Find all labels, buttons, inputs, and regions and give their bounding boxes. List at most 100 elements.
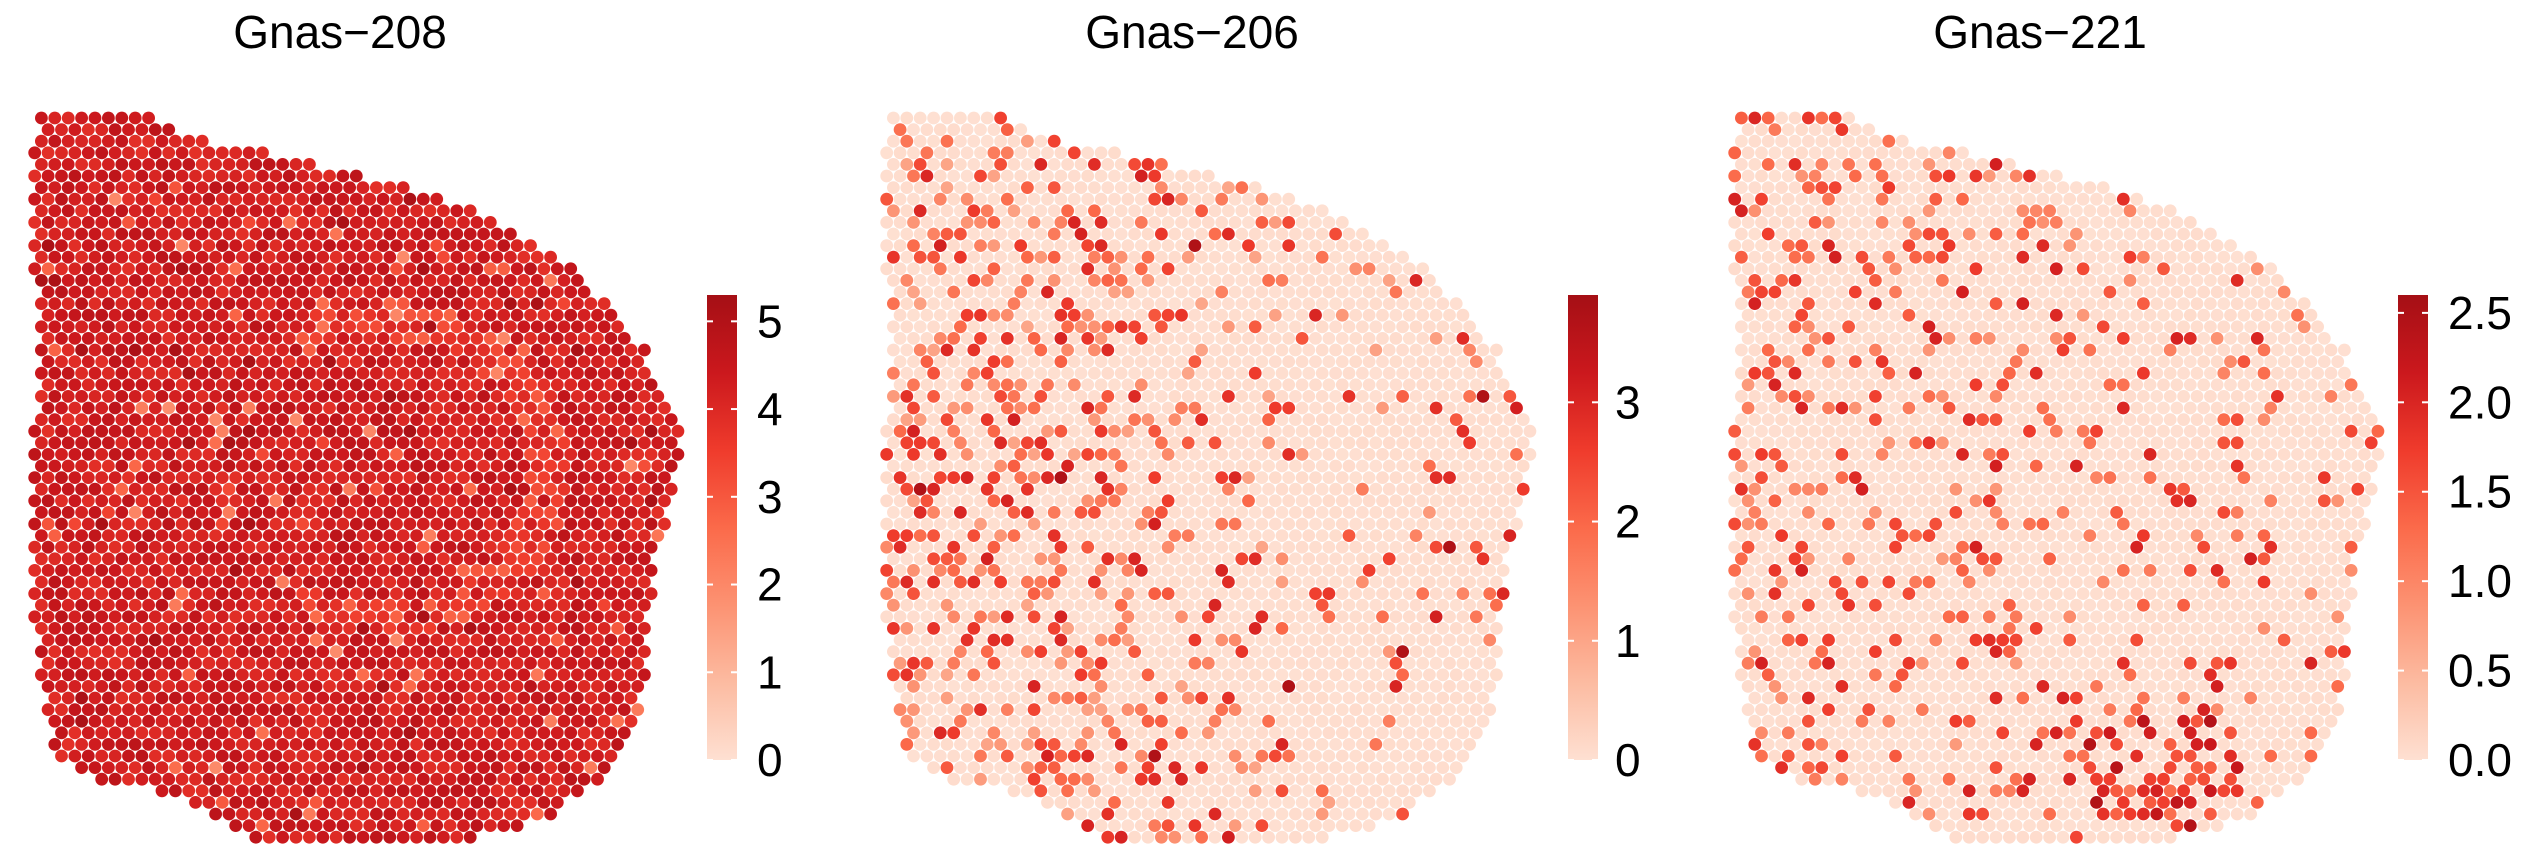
expression-spot bbox=[980, 436, 994, 450]
expression-spot bbox=[81, 540, 95, 554]
expression-spot bbox=[1302, 506, 1316, 519]
expression-spot bbox=[1322, 796, 1336, 809]
expression-spot bbox=[517, 343, 531, 357]
expression-spot bbox=[1094, 703, 1108, 716]
expression-spot bbox=[1121, 587, 1135, 600]
expression-spot bbox=[564, 332, 578, 345]
expression-spot bbox=[222, 390, 236, 403]
expression-spot bbox=[142, 552, 156, 566]
expression-spot bbox=[940, 297, 954, 310]
expression-spot bbox=[913, 645, 927, 658]
expression-spot bbox=[1188, 169, 1202, 183]
expression-spot bbox=[1128, 158, 1141, 171]
expression-spot bbox=[1101, 459, 1115, 473]
expression-spot bbox=[1067, 680, 1081, 693]
expression-spot bbox=[644, 540, 658, 554]
expression-spot bbox=[1295, 448, 1309, 461]
expression-spot bbox=[1108, 424, 1121, 438]
expression-spot bbox=[363, 192, 377, 206]
expression-spot bbox=[403, 633, 417, 647]
expression-spot bbox=[1349, 726, 1363, 740]
expression-spot bbox=[1436, 320, 1450, 334]
expression-spot bbox=[1047, 320, 1061, 334]
expression-spot bbox=[597, 529, 611, 542]
expression-spot bbox=[1228, 633, 1242, 647]
expression-spot bbox=[195, 738, 209, 751]
expression-spot bbox=[638, 575, 651, 589]
expression-spot bbox=[102, 761, 115, 774]
expression-spot bbox=[1208, 691, 1222, 705]
expression-spot bbox=[1222, 622, 1235, 635]
expression-spot bbox=[222, 343, 236, 357]
expression-spot bbox=[282, 332, 296, 345]
expression-spot bbox=[1215, 262, 1229, 276]
expression-spot bbox=[1429, 308, 1443, 322]
expression-spot bbox=[987, 726, 1001, 740]
expression-spot bbox=[349, 332, 363, 345]
expression-spot bbox=[1228, 703, 1242, 716]
expression-spot bbox=[1309, 494, 1322, 508]
expression-spot bbox=[370, 204, 383, 218]
expression-spot bbox=[1255, 471, 1269, 484]
expression-spot bbox=[437, 250, 450, 264]
expression-spot bbox=[416, 494, 430, 508]
expression-spot bbox=[430, 401, 444, 415]
expression-spot bbox=[1215, 772, 1229, 786]
expression-spot bbox=[269, 656, 283, 670]
expression-spot bbox=[1027, 772, 1041, 786]
expression-spot bbox=[1081, 285, 1095, 299]
expression-spot bbox=[1376, 749, 1389, 763]
expression-spot bbox=[249, 668, 263, 682]
expression-spot bbox=[423, 830, 437, 844]
expression-spot bbox=[162, 401, 176, 415]
expression-spot bbox=[343, 598, 356, 612]
expression-spot bbox=[644, 401, 658, 415]
expression-spot bbox=[416, 726, 430, 740]
expression-spot bbox=[102, 668, 115, 682]
expression-spot bbox=[162, 726, 176, 740]
expression-spot bbox=[1007, 784, 1021, 798]
expression-spot bbox=[162, 285, 176, 299]
expression-spot bbox=[1356, 668, 1369, 682]
expression-spot bbox=[236, 343, 249, 357]
expression-spot bbox=[1128, 436, 1141, 450]
expression-spot bbox=[115, 598, 129, 612]
expression-spot bbox=[597, 645, 611, 658]
expression-spot bbox=[242, 424, 256, 438]
expression-spot bbox=[1416, 517, 1430, 531]
expression-spot bbox=[1121, 726, 1135, 740]
expression-spot bbox=[1302, 366, 1316, 380]
expression-spot bbox=[282, 169, 296, 183]
expression-spot bbox=[1201, 239, 1215, 253]
expression-spot bbox=[1101, 691, 1115, 705]
expression-spot bbox=[75, 575, 88, 589]
expression-spot bbox=[148, 146, 162, 160]
expression-spot bbox=[1376, 633, 1389, 647]
expression-spot bbox=[1088, 436, 1101, 450]
expression-spot bbox=[1108, 471, 1121, 484]
expression-spot bbox=[974, 216, 987, 229]
expression-spot bbox=[913, 413, 927, 426]
expression-spot bbox=[517, 320, 531, 334]
expression-spot bbox=[1255, 564, 1269, 577]
expression-spot bbox=[1121, 471, 1135, 484]
expression-spot bbox=[55, 262, 68, 276]
expression-spot bbox=[550, 703, 564, 716]
expression-spot bbox=[1242, 633, 1255, 647]
expression-spot bbox=[55, 192, 68, 206]
expression-spot bbox=[497, 517, 511, 531]
expression-spot bbox=[1148, 285, 1162, 299]
expression-spot bbox=[1041, 239, 1054, 253]
expression-spot bbox=[1268, 262, 1282, 276]
expression-spot bbox=[604, 749, 618, 763]
expression-spot bbox=[900, 343, 914, 357]
expression-spot bbox=[927, 320, 940, 334]
expression-spot bbox=[1335, 448, 1349, 461]
expression-spot bbox=[1228, 610, 1242, 624]
expression-spot bbox=[544, 575, 557, 589]
expression-spot bbox=[960, 703, 974, 716]
expression-spot bbox=[1114, 506, 1128, 519]
expression-spot bbox=[437, 320, 450, 334]
expression-spot bbox=[1047, 761, 1061, 774]
expression-spot bbox=[396, 598, 410, 612]
